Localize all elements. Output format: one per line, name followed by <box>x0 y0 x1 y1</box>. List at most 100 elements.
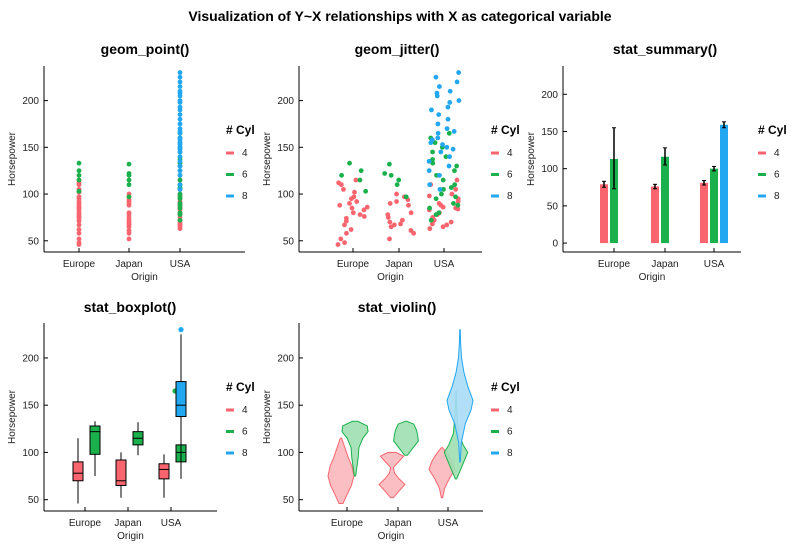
data-point <box>382 171 388 176</box>
data-point <box>339 172 344 178</box>
panel-4: stat_violin() 50 100 150 200 Europe Japan USA Or… <box>262 299 520 542</box>
data-point <box>177 135 183 141</box>
legend-label-6: 6 <box>507 170 513 181</box>
data-point <box>357 212 363 218</box>
panel-3: stat_boxplot() 50 100 150 200 Europe Japan USA O… <box>7 299 255 542</box>
y-axis-label: Horsepower <box>262 131 273 186</box>
y-tick-label: 200 <box>277 96 294 107</box>
data-point <box>358 168 364 174</box>
data-point <box>351 194 357 200</box>
legend-label-8: 8 <box>507 191 513 202</box>
data-point <box>76 188 82 194</box>
data-point <box>354 199 360 204</box>
data-point <box>347 200 352 206</box>
data-point <box>406 202 411 208</box>
data-point <box>177 200 183 206</box>
legend-title: # Cyl <box>226 380 255 394</box>
legend-label-8: 8 <box>507 448 513 459</box>
data-point <box>177 163 183 169</box>
data-point <box>349 205 355 211</box>
data-point <box>76 194 82 200</box>
data-point <box>447 88 453 94</box>
data-point <box>387 219 393 225</box>
data-point <box>344 230 349 236</box>
data-point <box>341 186 346 192</box>
data-point <box>430 160 436 166</box>
y-tick-label: 50 <box>28 236 40 247</box>
data-point <box>387 236 392 242</box>
legend-label-4: 4 <box>507 405 513 416</box>
data-point <box>452 182 458 188</box>
legend-title: # Cyl <box>226 123 255 137</box>
data-point <box>430 149 435 155</box>
bar <box>661 156 669 244</box>
data-point <box>396 177 402 183</box>
data-point <box>399 217 405 223</box>
data-point <box>440 177 446 183</box>
data-point <box>394 199 399 204</box>
data-point <box>436 210 442 216</box>
data-point <box>436 200 442 206</box>
x-axis-label: Origin <box>378 531 405 542</box>
y-tick-label: 200 <box>22 96 39 107</box>
box-body <box>158 463 170 480</box>
data-point <box>177 98 183 103</box>
x-axis-label: Origin <box>377 272 404 283</box>
data-point <box>435 121 441 127</box>
data-point <box>177 112 183 118</box>
data-point <box>451 129 457 134</box>
data-point <box>177 70 183 75</box>
data-point <box>343 215 349 221</box>
x-axis-label: Origin <box>639 272 666 283</box>
data-point <box>453 186 459 192</box>
violin-shape <box>341 420 369 477</box>
data-point <box>426 193 432 199</box>
x-tick-label: Europe <box>331 518 364 529</box>
data-point <box>76 240 82 246</box>
violin-shape <box>446 329 474 463</box>
data-point <box>177 126 183 132</box>
data-point <box>427 182 433 188</box>
data-point <box>177 168 183 174</box>
data-point <box>386 161 392 167</box>
data-point <box>177 172 183 178</box>
data-point <box>440 142 445 147</box>
panel-1: geom_jitter() 50 100 150 200 Europe Japan USA Or… <box>262 41 520 283</box>
x-axis-label: Origin <box>117 531 144 542</box>
y-axis-label: Horsepower <box>262 389 273 444</box>
x-tick-label: USA <box>170 259 191 270</box>
data-point <box>437 172 442 178</box>
data-point <box>454 163 460 169</box>
data-point <box>126 171 132 176</box>
data-point <box>435 135 441 141</box>
legend-label-8: 8 <box>242 191 248 202</box>
legend-label-4: 4 <box>242 148 248 159</box>
data-point <box>448 219 454 225</box>
y-tick-label: 200 <box>541 90 558 101</box>
x-tick-label: Japan <box>385 259 412 270</box>
bar <box>700 182 708 244</box>
data-point <box>361 214 367 219</box>
data-point <box>428 217 434 223</box>
panel-0: geom_point() 50 100 150 200 Europe Japan USA Ori… <box>7 41 255 283</box>
data-point <box>447 154 452 160</box>
data-point <box>126 210 132 216</box>
data-point <box>347 160 352 166</box>
y-axis-label: Horsepower <box>7 131 18 186</box>
x-tick-label: Europe <box>337 259 370 270</box>
x-tick-label: Japan <box>115 259 142 270</box>
bar <box>610 159 618 244</box>
box-body <box>115 459 127 486</box>
data-point <box>455 202 461 208</box>
data-point <box>76 177 82 183</box>
data-point <box>177 121 183 127</box>
legend-title: # Cyl <box>491 380 520 394</box>
data-point <box>126 161 132 167</box>
data-point <box>448 185 454 190</box>
x-tick-label: Japan <box>384 518 411 529</box>
x-tick-label: USA <box>438 518 459 529</box>
y-tick-label: 50 <box>28 495 40 506</box>
data-point <box>433 196 439 202</box>
data-point <box>426 168 432 174</box>
y-tick-label: 150 <box>541 127 558 138</box>
